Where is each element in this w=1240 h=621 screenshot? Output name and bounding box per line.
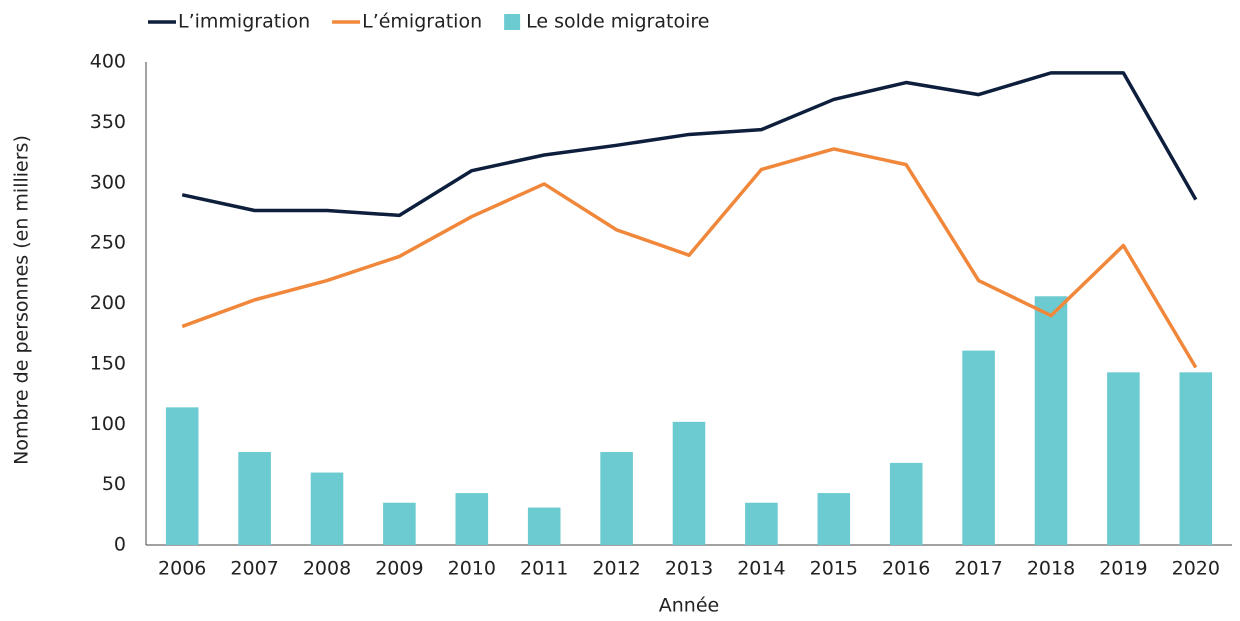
x-tick-label: 2015 xyxy=(810,558,858,580)
x-tick-label: 2018 xyxy=(1027,558,1075,580)
bar xyxy=(672,421,706,545)
y-tick-label: 200 xyxy=(90,292,126,314)
bar xyxy=(527,507,561,545)
y-axis-label: Nombre de personnes (en milliers) xyxy=(11,135,33,465)
bar xyxy=(962,350,995,545)
legend-label: Le solde migratoire xyxy=(526,11,709,33)
bar xyxy=(455,493,489,545)
y-tick-label: 400 xyxy=(90,51,126,73)
x-tick-label: 2016 xyxy=(882,558,930,580)
x-tick-label: 2011 xyxy=(520,558,568,580)
x-tick-label: 2008 xyxy=(303,558,351,580)
bar xyxy=(238,452,271,545)
bar xyxy=(1179,372,1213,545)
x-tick-label: 2007 xyxy=(230,558,278,580)
bar xyxy=(889,462,923,545)
bar xyxy=(600,452,633,545)
bar xyxy=(817,493,851,545)
x-tick-label: 2013 xyxy=(665,558,713,580)
legend-label: L’émigration xyxy=(362,11,482,33)
x-tick-label: 2010 xyxy=(448,558,496,580)
y-tick-label: 350 xyxy=(90,111,126,133)
x-tick-label: 2017 xyxy=(954,558,1002,580)
bar xyxy=(310,472,344,545)
bar xyxy=(383,502,416,545)
bar xyxy=(1034,296,1068,545)
y-tick-label: 300 xyxy=(90,171,126,193)
x-tick-label: 2019 xyxy=(1099,558,1147,580)
bar xyxy=(745,502,778,545)
line xyxy=(181,147,1198,369)
y-tick-label: 50 xyxy=(102,473,126,495)
x-tick-label: 2012 xyxy=(592,558,640,580)
x-tick-label: 2014 xyxy=(737,558,785,580)
y-tick-label: 250 xyxy=(90,232,126,254)
y-tick-label: 150 xyxy=(90,352,126,374)
legend-swatch xyxy=(504,14,521,30)
bar xyxy=(165,407,199,545)
legend-label: L’immigration xyxy=(178,11,310,33)
y-tick-label: 0 xyxy=(114,534,126,556)
x-tick-label: 2006 xyxy=(158,558,206,580)
bar xyxy=(1107,372,1140,545)
y-tick-label: 100 xyxy=(90,413,126,435)
x-tick-label: 2020 xyxy=(1172,558,1220,580)
line xyxy=(181,71,1198,218)
x-axis-label: Année xyxy=(659,595,719,617)
x-tick-label: 2009 xyxy=(375,558,423,580)
